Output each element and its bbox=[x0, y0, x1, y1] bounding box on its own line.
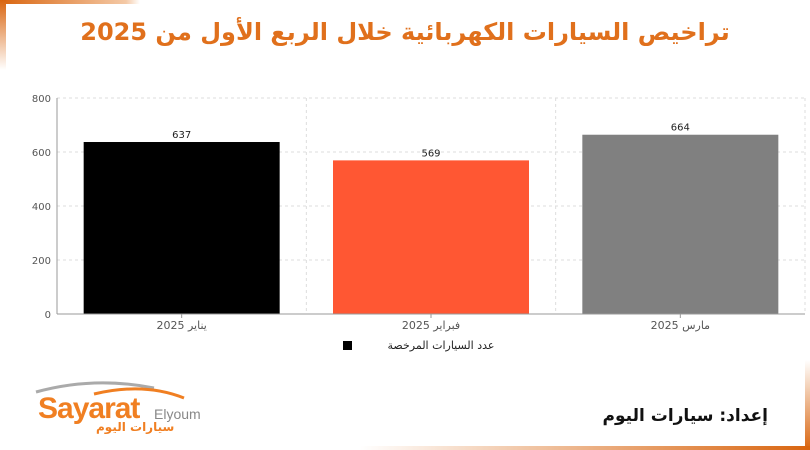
bar-chart: 0 200 400 600 800 637 يناير 2025 569 فبراير 2025… bbox=[32, 94, 806, 352]
legend-swatch bbox=[343, 341, 352, 350]
frame-left bbox=[0, 0, 6, 70]
data-label: 569 bbox=[421, 148, 440, 159]
x-tick-label: فبراير 2025 bbox=[402, 319, 460, 332]
logo-car-swoosh-icon bbox=[35, 381, 185, 400]
bar bbox=[582, 134, 779, 314]
logo-text-main: Sayarat bbox=[38, 392, 140, 425]
chart-title: تراخيص السيارات الكهربائية خلال الربع ال… bbox=[80, 18, 730, 46]
y-tick-label: 0 bbox=[45, 310, 51, 321]
x-tick-label: يناير 2025 bbox=[156, 319, 206, 332]
y-tick-label: 600 bbox=[32, 148, 51, 159]
bar bbox=[83, 142, 280, 314]
logo-text-sub: Elyoum bbox=[154, 406, 201, 422]
frame-right bbox=[805, 360, 810, 450]
bar bbox=[333, 160, 529, 314]
x-tick-label: مارس 2025 bbox=[651, 319, 711, 332]
data-label: 637 bbox=[172, 130, 191, 141]
logo: Sayarat Elyoum سيارات اليوم bbox=[34, 380, 224, 440]
y-tick-label: 800 bbox=[32, 94, 51, 105]
legend-label: عدد السيارات المرخصة bbox=[388, 339, 495, 352]
y-tick-label: 400 bbox=[32, 202, 51, 213]
y-tick-label: 200 bbox=[32, 256, 51, 267]
data-label: 664 bbox=[671, 123, 690, 134]
frame-top bbox=[0, 0, 140, 4]
logo-text-arabic: سيارات اليوم bbox=[96, 420, 175, 434]
credit: إعداد: سيارات اليوم bbox=[602, 406, 768, 426]
frame-bottom bbox=[360, 446, 810, 450]
